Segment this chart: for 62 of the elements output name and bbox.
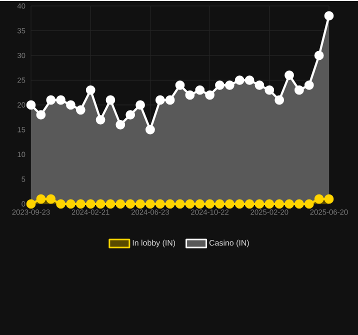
point bbox=[106, 95, 116, 105]
point bbox=[304, 80, 314, 90]
point bbox=[76, 105, 86, 115]
point bbox=[254, 80, 264, 90]
point bbox=[66, 199, 76, 209]
point bbox=[254, 199, 264, 209]
point bbox=[136, 100, 145, 110]
point bbox=[185, 199, 195, 209]
point bbox=[165, 199, 175, 209]
point bbox=[46, 194, 56, 204]
point bbox=[116, 120, 126, 130]
point bbox=[26, 199, 36, 209]
point bbox=[274, 199, 284, 209]
point bbox=[294, 199, 304, 209]
point bbox=[314, 50, 324, 60]
point bbox=[264, 85, 274, 95]
point bbox=[264, 199, 274, 209]
point bbox=[244, 76, 254, 85]
point bbox=[86, 199, 96, 209]
point bbox=[146, 125, 155, 134]
point bbox=[215, 80, 224, 90]
point bbox=[284, 70, 294, 80]
point bbox=[96, 199, 106, 209]
point bbox=[195, 199, 205, 209]
point bbox=[56, 95, 66, 105]
point bbox=[304, 199, 314, 209]
point bbox=[224, 80, 234, 90]
point bbox=[324, 194, 334, 204]
point bbox=[324, 11, 334, 21]
point bbox=[136, 199, 145, 209]
point bbox=[36, 110, 46, 120]
point bbox=[205, 199, 214, 209]
point bbox=[66, 100, 76, 110]
point bbox=[155, 199, 165, 209]
point bbox=[244, 199, 254, 209]
point bbox=[126, 199, 136, 209]
point bbox=[274, 95, 284, 105]
point bbox=[46, 95, 56, 105]
point bbox=[126, 110, 136, 120]
point bbox=[165, 95, 175, 105]
point bbox=[195, 85, 205, 95]
point bbox=[146, 199, 155, 209]
point bbox=[106, 199, 116, 209]
point bbox=[224, 199, 234, 209]
point bbox=[215, 199, 224, 209]
point bbox=[76, 199, 86, 209]
point bbox=[96, 115, 106, 125]
point bbox=[185, 90, 195, 100]
point bbox=[175, 80, 185, 90]
point bbox=[234, 199, 244, 209]
point bbox=[314, 194, 324, 204]
point bbox=[26, 100, 36, 110]
point bbox=[56, 199, 66, 209]
point bbox=[284, 199, 294, 209]
point bbox=[234, 76, 244, 85]
point bbox=[116, 199, 126, 209]
point bbox=[155, 95, 165, 105]
point bbox=[294, 85, 304, 95]
point bbox=[205, 90, 214, 100]
point bbox=[175, 199, 185, 209]
point bbox=[86, 85, 96, 95]
point bbox=[36, 194, 46, 204]
